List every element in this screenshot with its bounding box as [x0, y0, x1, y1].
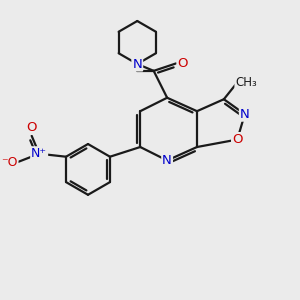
Text: CH₃: CH₃: [236, 76, 257, 89]
Text: N: N: [162, 154, 172, 167]
Text: N: N: [132, 58, 142, 70]
Text: N: N: [240, 108, 250, 121]
Text: N⁺: N⁺: [31, 147, 47, 160]
Text: O: O: [177, 57, 188, 70]
Text: ⁻O: ⁻O: [1, 156, 17, 169]
Text: O: O: [232, 133, 242, 146]
Text: O: O: [26, 121, 37, 134]
